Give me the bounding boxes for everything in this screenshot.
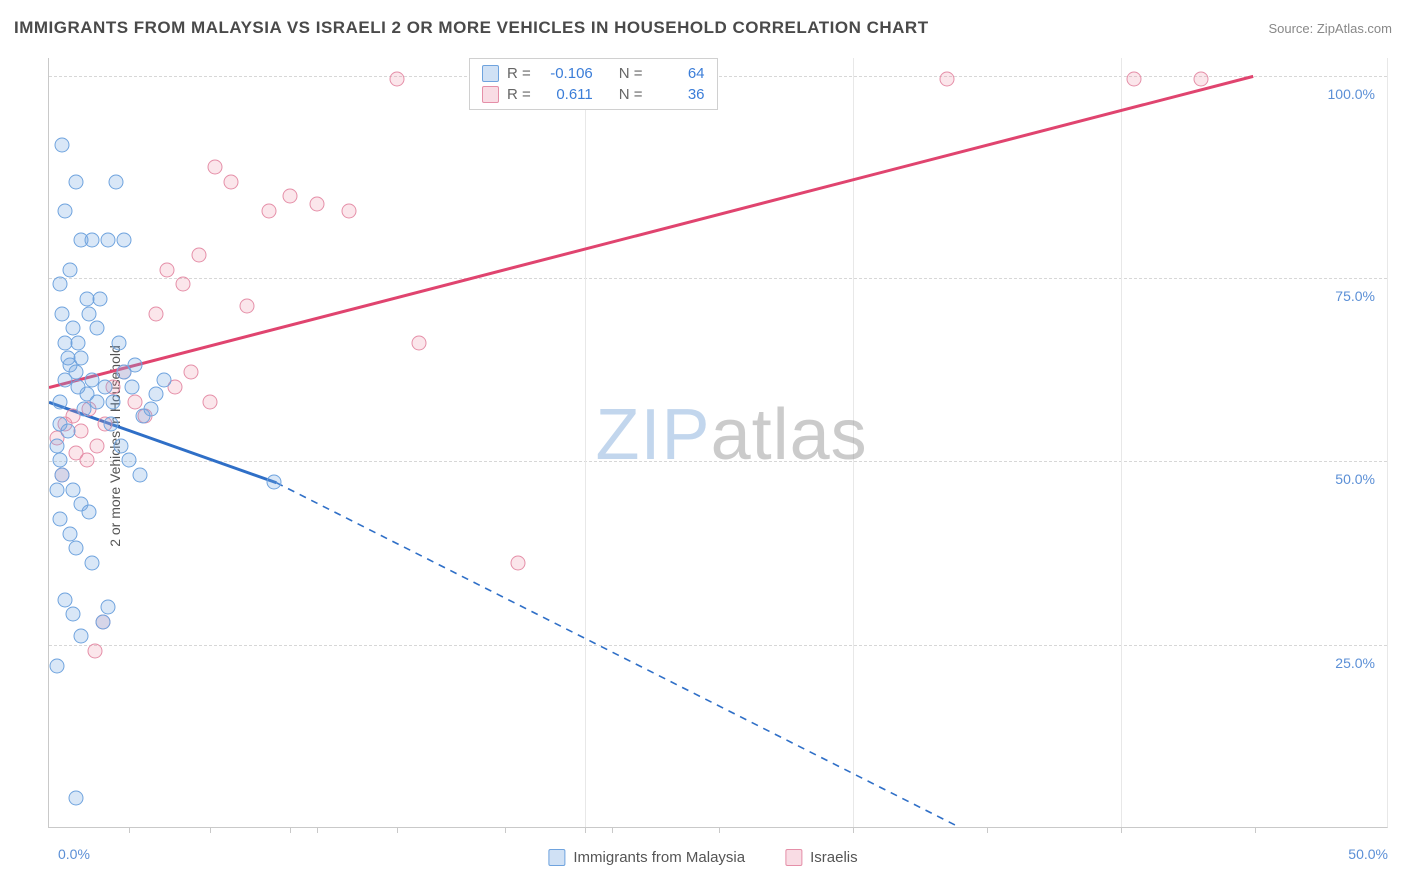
data-point <box>939 72 954 87</box>
correlation-stats-box: R = -0.106 N = 64 R = 0.611 N = 36 <box>469 58 718 110</box>
data-point <box>114 438 129 453</box>
data-point <box>106 394 121 409</box>
swatch-series1-icon <box>785 849 802 866</box>
data-point <box>208 160 223 175</box>
data-point <box>87 644 102 659</box>
data-point <box>55 468 70 483</box>
data-point <box>74 424 89 439</box>
data-point <box>176 277 191 292</box>
data-point <box>50 438 65 453</box>
data-point <box>84 233 99 248</box>
data-point <box>411 336 426 351</box>
data-point <box>1194 72 1209 87</box>
swatch-series0-icon <box>548 849 565 866</box>
data-point <box>68 365 83 380</box>
data-point <box>63 262 78 277</box>
data-point <box>66 321 81 336</box>
data-point <box>60 424 75 439</box>
data-point <box>267 475 282 490</box>
data-point <box>82 504 97 519</box>
data-point <box>90 438 105 453</box>
chart-title: IMMIGRANTS FROM MALAYSIA VS ISRAELI 2 OR… <box>14 18 929 38</box>
data-point <box>127 394 142 409</box>
data-point <box>103 416 118 431</box>
data-point <box>74 350 89 365</box>
data-point <box>90 394 105 409</box>
swatch-series1-icon <box>482 86 499 103</box>
data-point <box>125 380 140 395</box>
data-point <box>149 387 164 402</box>
data-point <box>82 306 97 321</box>
data-point <box>511 556 526 571</box>
y-tick-label: 25.0% <box>1333 655 1377 671</box>
data-point <box>117 233 132 248</box>
data-point <box>52 394 67 409</box>
data-point <box>55 306 70 321</box>
data-point <box>192 248 207 263</box>
data-point <box>92 292 107 307</box>
data-point <box>50 482 65 497</box>
x-axis-max-label: 50.0% <box>1348 846 1388 862</box>
legend-item-series0: Immigrants from Malaysia <box>548 849 745 866</box>
data-point <box>55 138 70 153</box>
data-point <box>100 600 115 615</box>
data-point <box>1127 72 1142 87</box>
data-point <box>202 394 217 409</box>
data-point <box>50 658 65 673</box>
data-point <box>68 174 83 189</box>
legend-item-series1: Israelis <box>785 849 858 866</box>
data-point <box>310 196 325 211</box>
data-point <box>261 204 276 219</box>
data-point <box>283 189 298 204</box>
data-point <box>58 204 73 219</box>
data-point <box>90 321 105 336</box>
legend: Immigrants from Malaysia Israelis <box>548 849 857 866</box>
data-point <box>390 72 405 87</box>
x-axis-min-label: 0.0% <box>58 846 90 862</box>
data-point <box>184 365 199 380</box>
data-point <box>79 453 94 468</box>
data-point <box>157 372 172 387</box>
watermark: ZIPatlas <box>596 393 868 475</box>
data-point <box>149 306 164 321</box>
data-point <box>71 336 86 351</box>
data-point <box>66 482 81 497</box>
source-attribution: Source: ZipAtlas.com <box>1268 21 1392 36</box>
data-point <box>60 350 75 365</box>
data-point <box>240 299 255 314</box>
data-point <box>100 233 115 248</box>
y-tick-label: 50.0% <box>1333 471 1377 487</box>
stats-row-series1: R = 0.611 N = 36 <box>470 84 717 105</box>
data-point <box>98 380 113 395</box>
data-point <box>52 277 67 292</box>
data-point <box>122 453 137 468</box>
data-point <box>111 336 126 351</box>
y-tick-label: 100.0% <box>1326 86 1377 102</box>
swatch-series0-icon <box>482 65 499 82</box>
data-point <box>224 174 239 189</box>
data-point <box>74 629 89 644</box>
data-point <box>52 512 67 527</box>
scatter-plot-area: 25.0% 50.0% 75.0% 100.0% ZIPatlas R = -0.10… <box>48 58 1388 828</box>
data-point <box>109 174 124 189</box>
data-point <box>66 607 81 622</box>
data-point <box>133 468 148 483</box>
data-point <box>143 402 158 417</box>
data-point <box>95 614 110 629</box>
data-point <box>84 556 99 571</box>
data-point <box>159 262 174 277</box>
data-point <box>127 358 142 373</box>
y-tick-label: 75.0% <box>1333 288 1377 304</box>
data-point <box>58 592 73 607</box>
data-point <box>52 453 67 468</box>
regression-lines <box>49 58 1387 827</box>
stats-row-series0: R = -0.106 N = 64 <box>470 63 717 84</box>
data-point <box>63 526 78 541</box>
data-point <box>68 541 83 556</box>
data-point <box>68 790 83 805</box>
data-point <box>342 204 357 219</box>
